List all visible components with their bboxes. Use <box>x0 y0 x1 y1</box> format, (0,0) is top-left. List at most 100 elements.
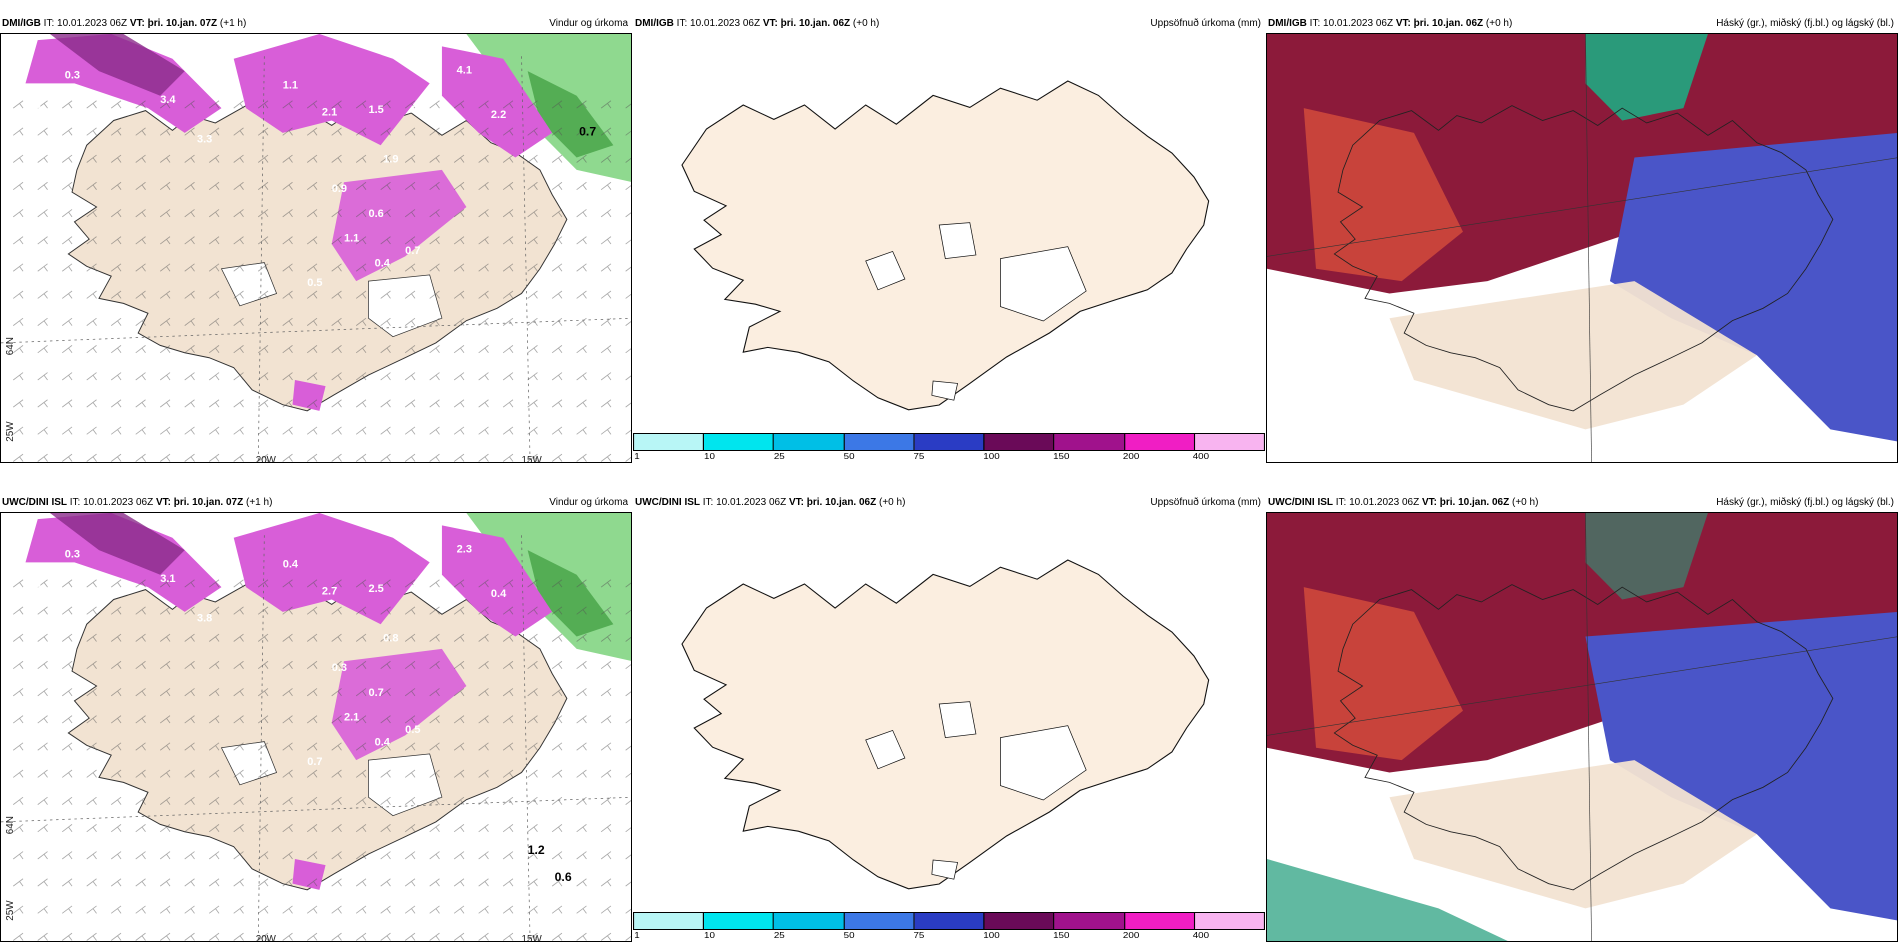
precip-label: 0.8 <box>383 631 399 644</box>
valid-time: þri. 10.jan. 06Z <box>1413 18 1484 29</box>
precip-label: 1.1 <box>343 231 360 245</box>
lat-label: 64N <box>4 816 16 835</box>
accum-precip-panel: DMI/IGB IT: 10.01.2023 06Z VT: þri. 10.j… <box>633 15 1265 463</box>
accum-precip-map <box>681 80 1210 411</box>
colorbar-tick: 200 <box>1122 452 1140 461</box>
panel-title: Háský (gr.), miðský (fj.bl.) og lágský (… <box>1716 18 1894 29</box>
iceland-land <box>67 584 568 891</box>
colorbar-tick: 10 <box>704 452 715 461</box>
precip-label: 1.9 <box>383 152 399 165</box>
colorbar-tick: 25 <box>773 931 785 940</box>
valid-time: þri. 10.jan. 06Z <box>1439 497 1510 508</box>
precip-label: 0.4 <box>374 735 390 748</box>
glacier <box>865 250 906 291</box>
colorbar-wrap: 1 10 25 50 75 100 150 200 400 <box>633 912 1265 942</box>
wind-precip-map <box>1 513 631 941</box>
model-name: UWC/DINI ISL <box>635 497 700 508</box>
precip-label: 1.3 <box>411 582 427 595</box>
precip-label-dark-2: 1.2 <box>527 844 545 858</box>
colorbar-swatch <box>1194 913 1264 929</box>
colorbar-wrap: 1 10 25 50 75 100 150 200 400 <box>633 433 1265 463</box>
valid-time: þri. 10.jan. 06Z <box>780 18 851 29</box>
colorbar-swatch <box>1124 434 1195 450</box>
valid-label: VT: <box>1395 18 1411 29</box>
valid-time: þri. 10.jan. 07Z <box>173 497 244 508</box>
lon-label: 15W <box>521 933 542 942</box>
panel-title: Vindur og úrkoma <box>549 18 628 29</box>
precip-label: 0.4 <box>374 256 390 269</box>
lead-time: (+0 h) <box>852 18 880 29</box>
colorbar-tick: 200 <box>1122 931 1140 940</box>
lon-label: 20W <box>255 933 276 942</box>
init-time: IT: 10.01.2023 06Z <box>702 497 787 508</box>
colorbar-tick: 150 <box>1053 452 1070 461</box>
glacier <box>931 380 959 401</box>
colorbar-tick: 400 <box>1192 452 1210 461</box>
cloud-cover-map <box>1267 34 1897 462</box>
lead-time: (+1 h) <box>219 18 247 29</box>
valid-label: VT: <box>788 497 804 508</box>
mid-cloud <box>1303 108 1463 282</box>
map-frame: 0.3 0.3 3.4 3.3 1.1 2.1 1.5 2.6 4.1 2.2 1.9 0.6 0.9 0… <box>0 33 632 463</box>
precip-label: 2.5 <box>368 582 384 595</box>
valid-label: VT: <box>155 497 171 508</box>
model-name: UWC/DINI ISL <box>2 497 67 508</box>
precip-label: 0.7 <box>307 755 323 768</box>
cloud-cover-panel: UWC/DINI ISL IT: 10.01.2023 06Z VT: þri.… <box>1266 494 1898 942</box>
colorbar-swatch <box>844 434 915 450</box>
lat-label: 25W <box>4 900 16 921</box>
colorbar-tick: 50 <box>843 931 855 940</box>
valid-label: VT: <box>1421 497 1437 508</box>
colorbar-swatch <box>774 434 845 450</box>
precip-label: 0.5 <box>405 723 421 736</box>
colorbar-swatch <box>1194 434 1264 450</box>
accum-precip-map <box>681 559 1210 890</box>
valid-label: VT: <box>762 18 778 29</box>
lead-time: (+0 h) <box>1485 18 1513 29</box>
colorbar-swatch <box>1124 913 1195 929</box>
precip-label: 2.7 <box>321 584 338 598</box>
low-cloud <box>1609 133 1897 442</box>
precip-label: 0.7 <box>368 685 384 699</box>
colorbar-ticks: 1 10 25 50 75 100 150 200 400 <box>633 931 1265 943</box>
accum-precip-panel: UWC/DINI ISL IT: 10.01.2023 06Z VT: þri.… <box>633 494 1265 942</box>
panel-header: UWC/DINI ISL IT: 10.01.2023 06Z VT: þri.… <box>1266 494 1898 512</box>
lead-time: (+1 h) <box>246 497 273 508</box>
colorbar-swatch <box>984 913 1055 929</box>
precip-label: 0.4 <box>490 587 507 600</box>
precip-label: 0.7 <box>405 244 421 257</box>
model-name: DMI/IGB <box>2 18 41 29</box>
precip-label: 1.5 <box>368 103 384 116</box>
colorbar-tick: 75 <box>913 931 925 940</box>
glacier <box>938 701 977 738</box>
colorbar-tick: 25 <box>773 452 785 461</box>
map-frame: 0.3 0.5 3.1 3.8 0.4 2.7 2.5 1.3 2.3 0.4 0.8 0.7 0.3 0… <box>0 512 632 942</box>
precip-label-dark: 0.6 <box>554 871 572 885</box>
panel-title: Vindur og úrkoma <box>549 497 628 508</box>
glacier <box>1000 246 1087 322</box>
precip-label: 0.6 <box>368 206 384 220</box>
precip-label: 0.9 <box>331 182 348 195</box>
init-time: IT: 10.01.2023 06Z <box>69 497 154 508</box>
colorbar-tick: 50 <box>843 452 855 461</box>
precip-label: 0.5 <box>307 276 323 289</box>
valid-time: þri. 10.jan. 06Z <box>806 497 877 508</box>
valid-time: þri. 10.jan. 07Z <box>147 18 218 29</box>
precip-label: 2.6 <box>411 103 427 116</box>
panel-title: Háský (gr.), miðský (fj.bl.) og lágský (… <box>1716 497 1894 508</box>
precip-label: 0.4 <box>282 557 299 570</box>
precip-label: 4.1 <box>456 63 472 77</box>
colorbar-tick: 1 <box>634 452 640 461</box>
precip-label: 2.1 <box>343 710 360 724</box>
precip-label: 0.3 <box>25 98 41 111</box>
model-name: DMI/IGB <box>635 18 674 29</box>
panel-header: DMI/IGB IT: 10.01.2023 06Z VT: þri. 10.j… <box>0 15 632 33</box>
colorbar-ticks: 1 10 25 50 75 100 150 200 400 <box>633 452 1265 464</box>
valid-label: VT: <box>129 18 145 29</box>
glacier <box>865 729 906 770</box>
precip-area <box>25 513 222 612</box>
cloud-cover-map <box>1267 513 1897 941</box>
init-time: IT: 10.01.2023 06Z <box>1335 497 1420 508</box>
glacier <box>1000 725 1087 801</box>
colorbar-swatch <box>704 434 775 450</box>
